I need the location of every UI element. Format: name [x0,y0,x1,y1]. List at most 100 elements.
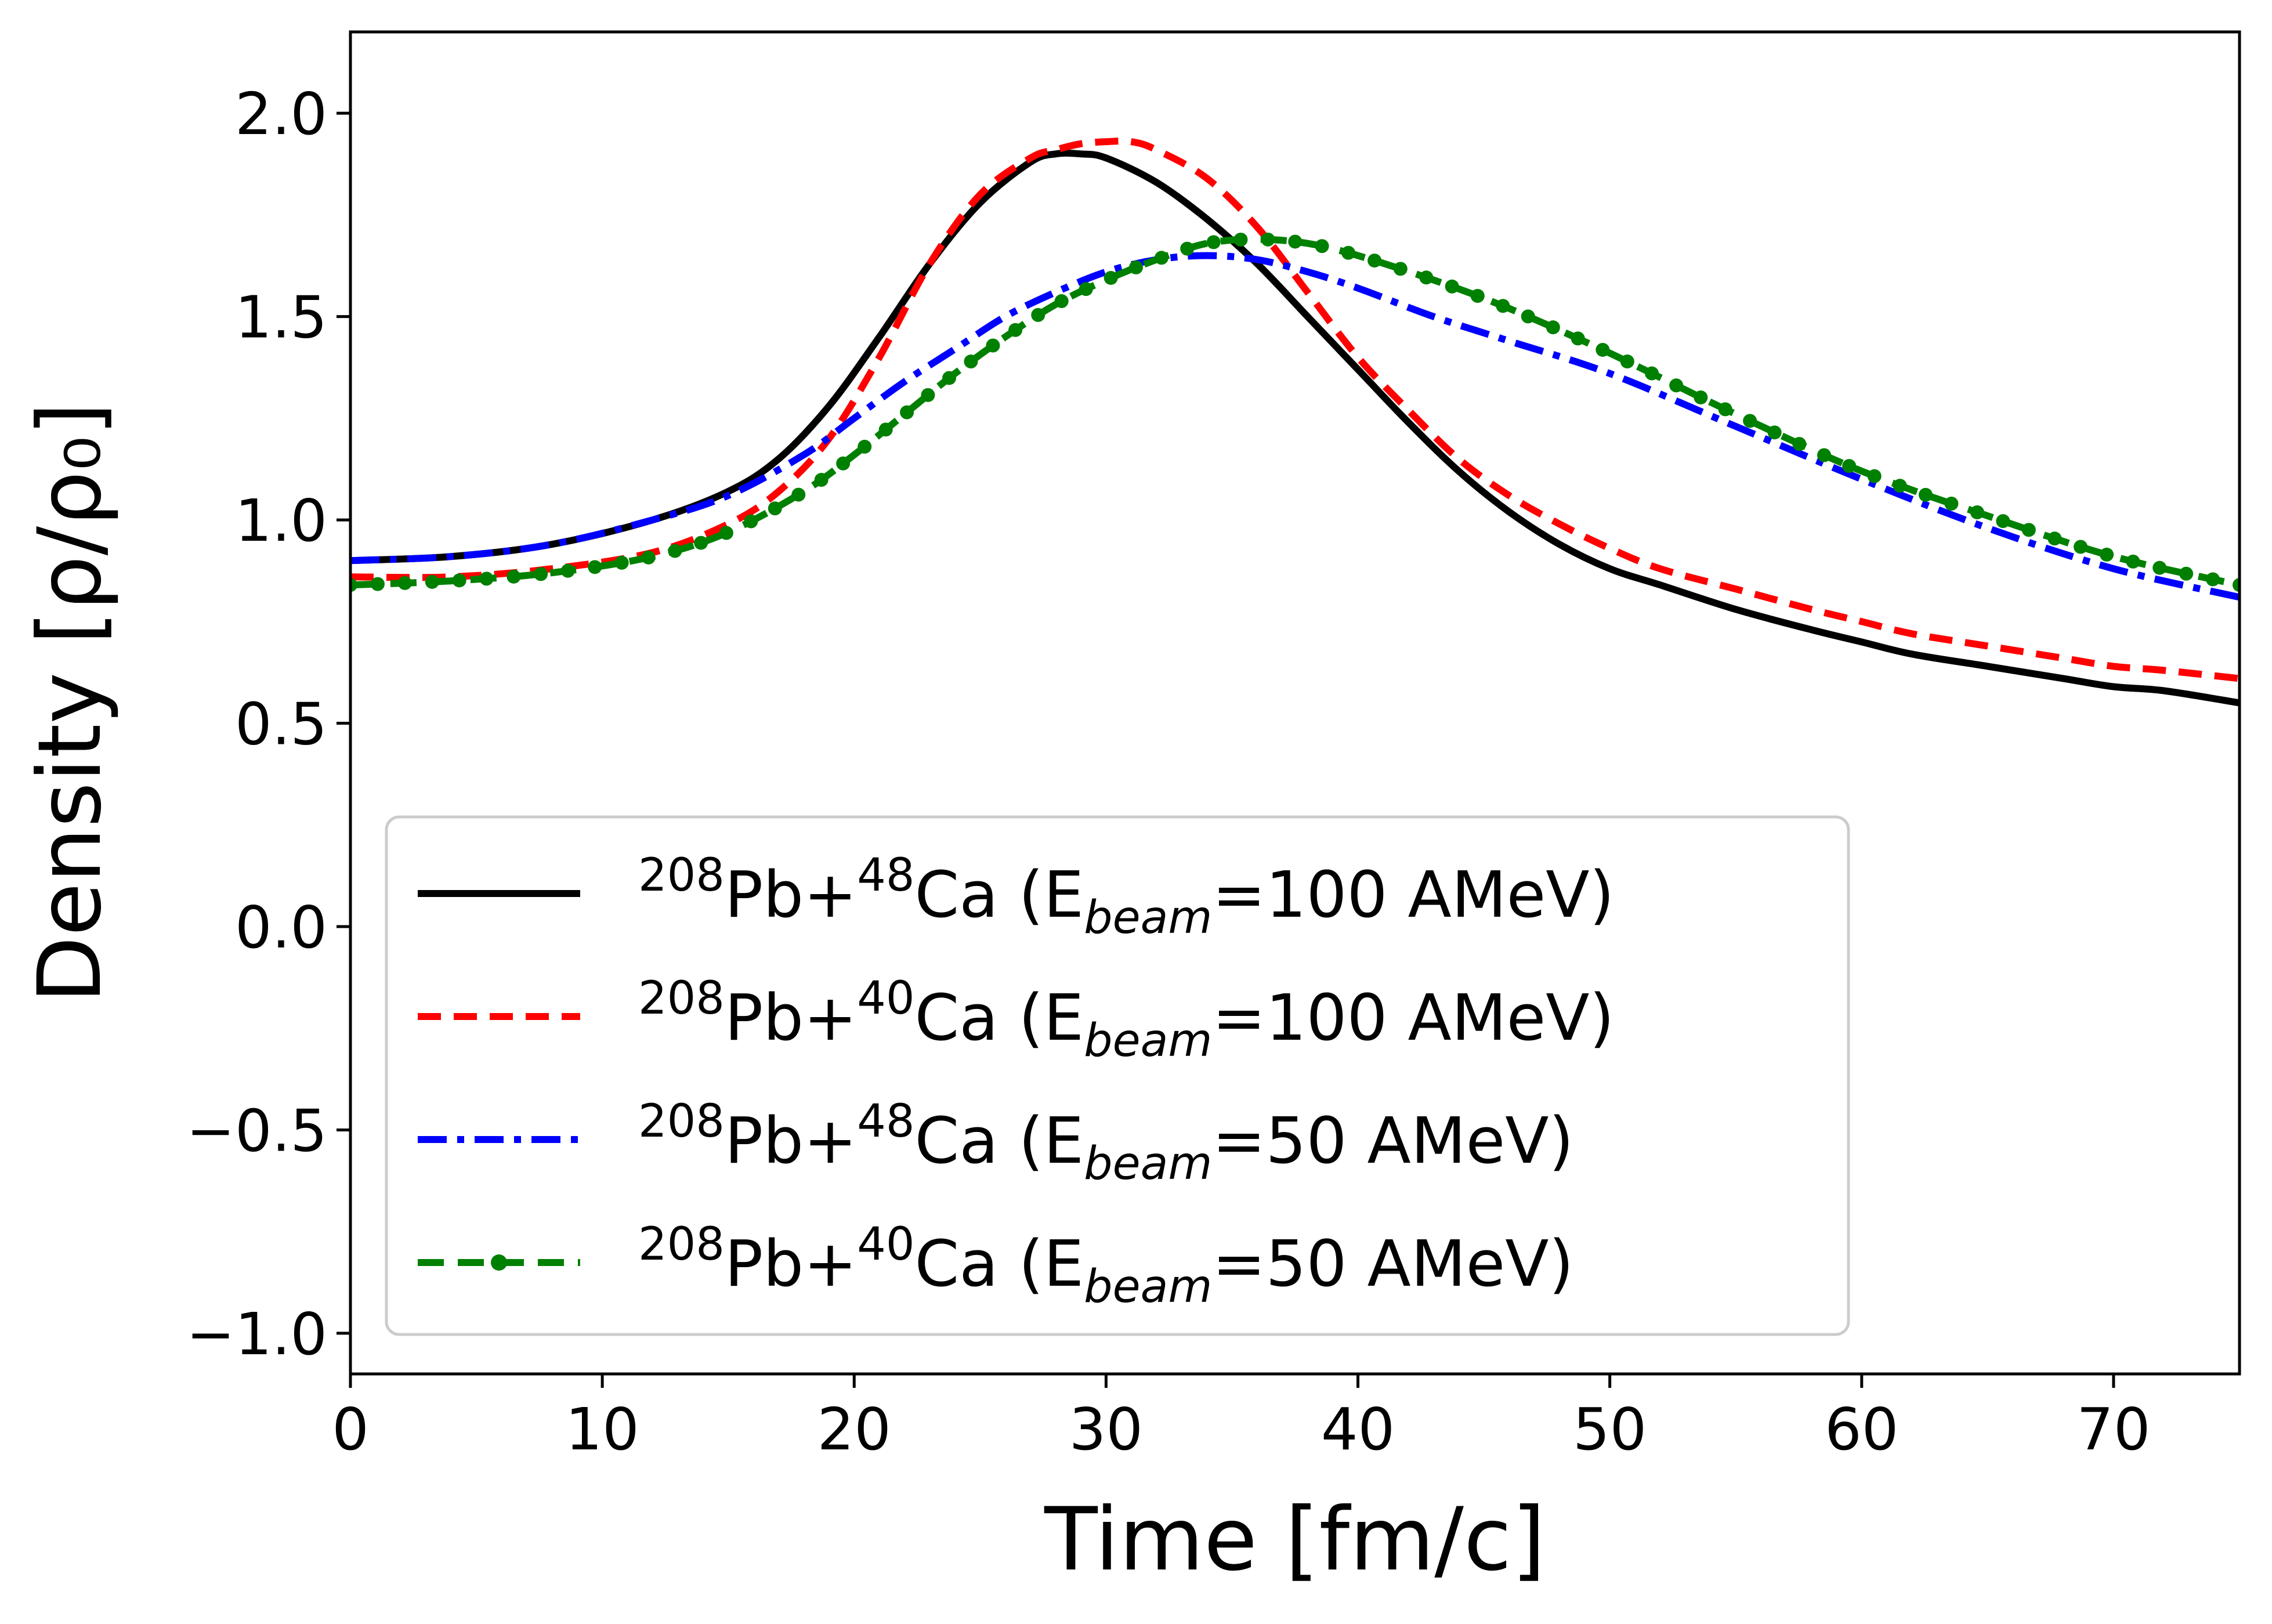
series-marker-3 [2074,540,2088,554]
series-marker-3 [836,456,851,471]
series-marker-3 [1521,309,1535,324]
legend-label-end: =100 AMeV) [1212,858,1614,932]
series-marker-3 [1669,378,1684,393]
series-marker-3 [452,573,466,588]
series-marker-3 [1079,282,1093,296]
series-marker-3 [2100,547,2114,562]
legend-entry-0: 208Pb+48Ca (Ebeam=100 AMeV) [418,849,1614,944]
series-marker-3 [560,563,575,578]
legend-label-end: =100 AMeV) [1212,981,1614,1055]
y-tick-label: 2.0 [235,80,327,148]
series-marker-3 [1996,514,2010,529]
legend-label-sub: beam [1084,1261,1212,1313]
legend-label-sup2: 48 [857,1095,914,1148]
y-tick-label: 1.5 [235,284,327,352]
series-marker-3 [479,572,494,586]
y-tick-label: 0.5 [235,690,327,758]
x-axis: 0 10 20 30 40 50 60 70 [332,1374,2151,1463]
series-marker-3 [370,577,385,591]
series-marker-3 [1620,354,1634,368]
legend-label-end: =50 AMeV) [1212,1227,1573,1301]
series-marker-3 [2047,531,2062,546]
series-marker-3 [768,501,782,516]
series-marker-3 [1154,251,1168,265]
series-marker-3 [1944,497,1959,511]
series-marker-3 [588,560,602,574]
x-tick-label: 60 [1825,1395,1898,1463]
series-marker-3 [1054,294,1069,309]
series-marker-3 [1008,323,1023,337]
series-marker-3 [1893,479,1907,493]
series-marker-3 [1031,308,1045,322]
series-marker-3 [1817,448,1832,462]
legend-label: 208Pb+40Ca (Ebeam=50 AMeV) [638,1218,1573,1313]
series-marker-3 [744,514,758,529]
series-marker-3 [2206,572,2220,587]
legend-label-post: Ca (E [914,858,1084,932]
series-marker-3 [1180,241,1195,256]
legend-label-sup2: 40 [857,972,914,1025]
legend-label: 208Pb+48Ca (Ebeam=100 AMeV) [638,849,1614,944]
series-marker-3 [2179,566,2194,581]
legend-label-pre: 208 [638,1095,725,1148]
legend-label: 208Pb+40Ca (Ebeam=100 AMeV) [638,972,1614,1067]
series-marker-3 [1315,239,1329,254]
y-axis-label: Density [ρ/ρ₀] [20,402,121,1003]
legend-label-post: Ca (E [914,981,1084,1055]
y-tick-label: −0.5 [186,1097,327,1164]
y-tick-label: 0.0 [235,894,327,961]
series-marker-3 [878,422,893,437]
series-marker-3 [1718,402,1732,417]
legend-label-mid: Pb+ [725,1104,857,1178]
series-marker-3 [1571,331,1585,346]
series-marker-3 [1767,425,1782,440]
legend-label-end: =50 AMeV) [1212,1104,1573,1178]
legend-label-post: Ca (E [914,1227,1084,1301]
series-marker-3 [964,355,978,369]
series-marker-3 [1842,459,1857,473]
series-marker-3 [425,574,439,589]
series-marker-3 [900,405,914,419]
series-marker-3 [1261,232,1275,247]
x-tick-label: 10 [566,1395,639,1463]
x-tick-label: 0 [332,1395,369,1463]
x-tick-label: 20 [817,1395,891,1463]
series-marker-3 [1288,234,1303,249]
series-marker-3 [2126,554,2140,569]
series-marker-3 [1367,254,1382,268]
series-marker-3 [2021,523,2036,537]
series-marker-3 [1792,437,1807,451]
series-marker-3 [641,550,656,565]
legend-label-pre: 208 [638,849,725,902]
legend-entry-1: 208Pb+40Ca (Ebeam=100 AMeV) [418,972,1614,1067]
series-marker-3 [814,473,829,487]
series-marker-3 [1596,342,1610,357]
series-marker-3 [942,371,957,385]
legend-swatch-marker [491,1254,507,1271]
series-marker-3 [1867,469,1882,483]
legend-label-mid: Pb+ [725,1227,857,1301]
legend: 208Pb+48Ca (Ebeam=100 AMeV)208Pb+40Ca (E… [385,815,1850,1336]
legend-label-sub: beam [1084,1138,1212,1190]
series-marker-3 [1206,235,1221,249]
series-marker-3 [1743,414,1757,428]
legend-entry-3: 208Pb+40Ca (Ebeam=50 AMeV) [418,1218,1573,1313]
x-tick-label: 50 [1573,1395,1647,1463]
legend-label-mid: Pb+ [725,858,857,932]
y-tick-label: −1.0 [186,1300,327,1368]
series-marker-3 [534,567,548,581]
legend-label-sup2: 48 [857,849,914,902]
series-marker-3 [791,487,806,502]
legend-label-post: Ca (E [914,1104,1084,1178]
series-marker-3 [1546,320,1560,335]
series-marker-3 [986,338,1000,353]
legend-label-pre: 208 [638,972,725,1025]
legend-label-pre: 208 [638,1218,725,1271]
legend-label-sub: beam [1084,1015,1212,1067]
series-marker-3 [1496,299,1510,313]
series-marker-3 [858,439,872,454]
series-marker-3 [1445,279,1459,294]
series-marker-3 [1128,260,1143,274]
series-marker-3 [1393,262,1408,276]
